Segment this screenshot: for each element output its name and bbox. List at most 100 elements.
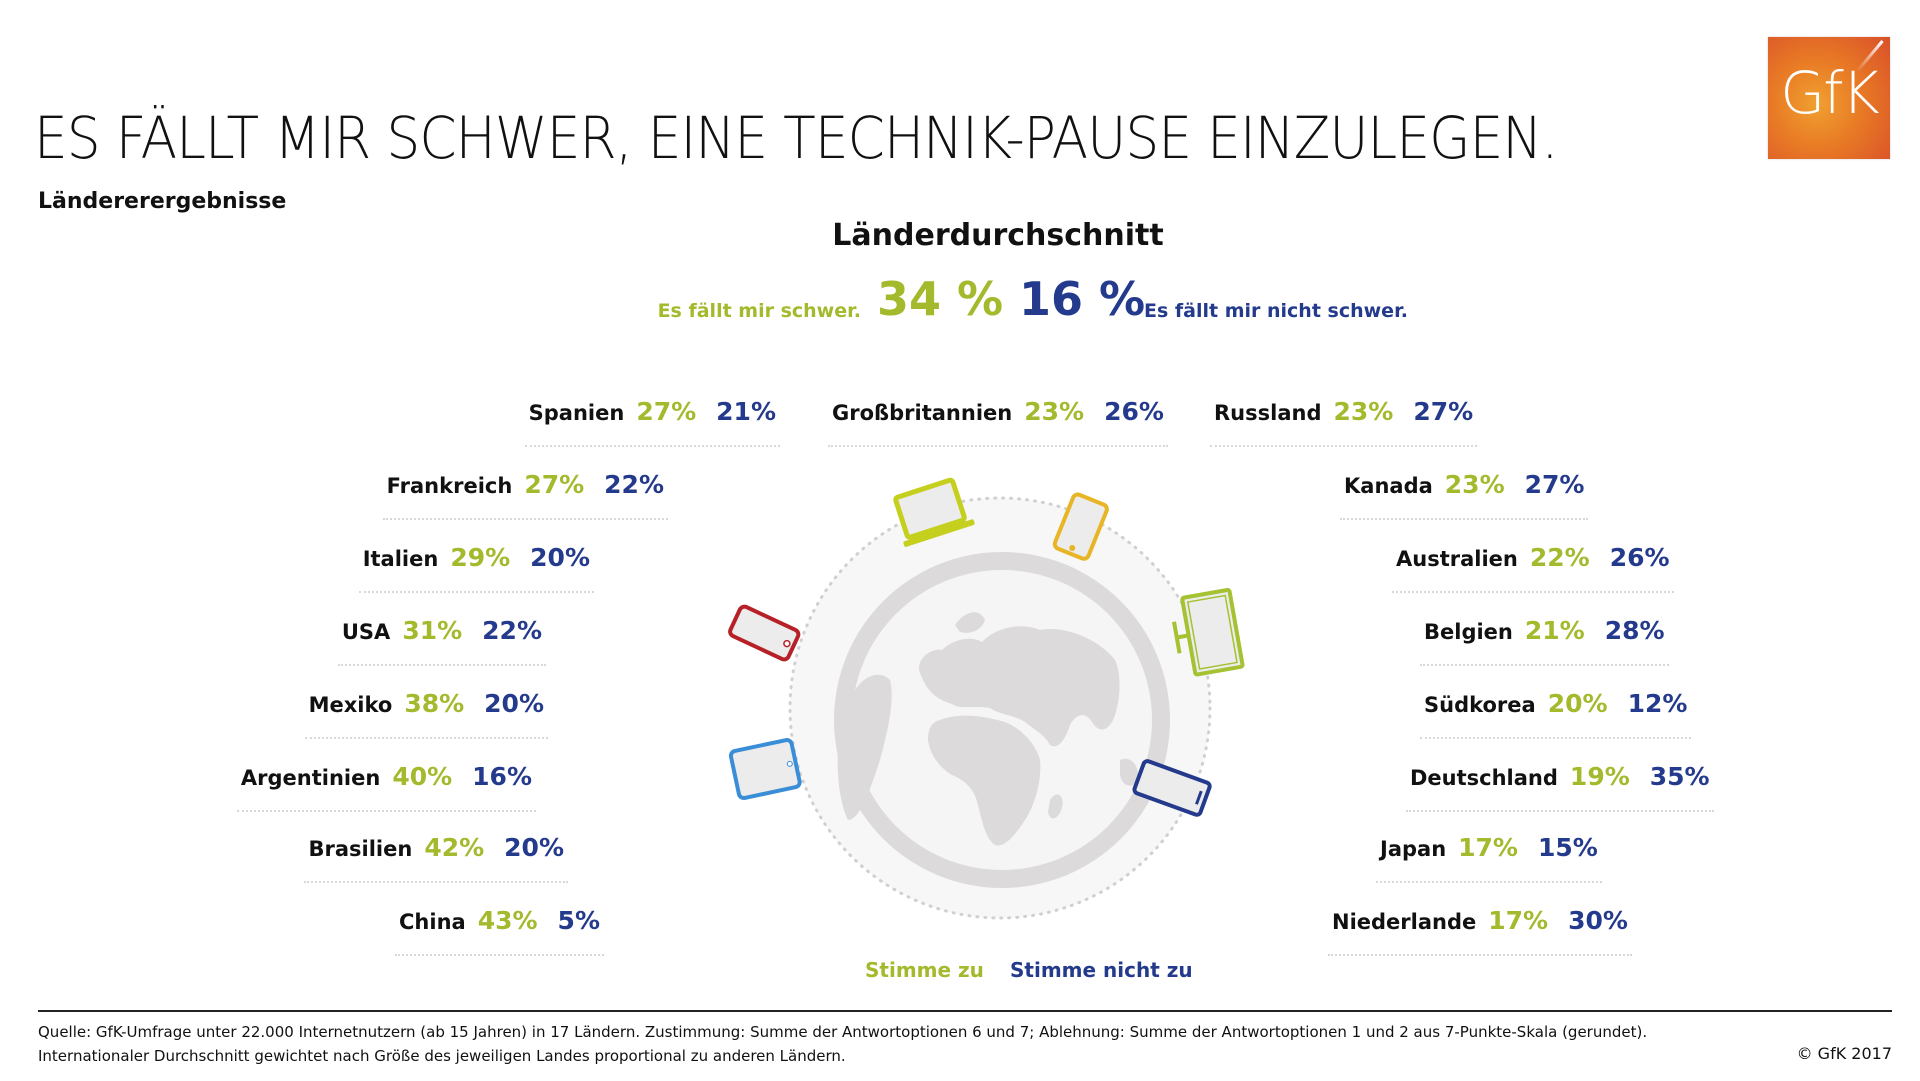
- country-row: Frankreich 27% 22%: [382, 470, 668, 520]
- country-row: Kanada 23% 27%: [1340, 470, 1589, 520]
- country-name: Deutschland: [1410, 766, 1558, 790]
- country-row: Südkorea 20% 12%: [1420, 689, 1692, 739]
- country-name: Niederlande: [1332, 910, 1477, 934]
- disagree-value: 27%: [1524, 470, 1585, 499]
- country-name: Belgien: [1424, 620, 1513, 644]
- country-name: Japan: [1380, 837, 1447, 861]
- continents: [837, 612, 1139, 846]
- disagree-value: 16%: [472, 762, 532, 791]
- footer-source: Quelle: GfK-Umfrage unter 22.000 Interne…: [38, 1020, 1647, 1068]
- country-name: Italien: [362, 547, 439, 571]
- madagascar-shape: [1048, 794, 1063, 819]
- smartphone-icon: [1132, 759, 1212, 817]
- smartphone-icon: [728, 604, 801, 662]
- agree-value: 27%: [636, 397, 697, 426]
- smartphone-icon: [1052, 492, 1109, 561]
- copyright: © GfK 2017: [1796, 1044, 1892, 1063]
- country-name: Frankreich: [386, 474, 513, 498]
- agree-value: 19%: [1569, 762, 1630, 791]
- country-row: Australien 22% 26%: [1392, 543, 1674, 593]
- disagree-value: 26%: [1104, 397, 1164, 426]
- country-row: China 43% 5%: [395, 906, 604, 956]
- country-name: Spanien: [528, 401, 625, 425]
- country-name: Südkorea: [1424, 693, 1536, 717]
- average-disagree-value: 16 %: [1019, 272, 1146, 326]
- country-row: Japan 17% 15%: [1376, 833, 1602, 883]
- country-name: China: [399, 910, 466, 934]
- country-row: USA 31% 22%: [337, 616, 546, 666]
- country-name: Argentinien: [240, 766, 381, 790]
- disagree-value: 12%: [1627, 689, 1688, 718]
- disagree-value: 20%: [530, 543, 590, 572]
- country-name: Brasilien: [308, 837, 413, 861]
- disagree-value: 5%: [557, 906, 600, 935]
- agree-value: 43%: [477, 906, 538, 935]
- country-name: Australien: [1396, 547, 1518, 571]
- country-name: USA: [341, 620, 391, 644]
- disagree-value: 22%: [482, 616, 542, 645]
- agree-value: 17%: [1458, 833, 1518, 862]
- agree-value: 42%: [424, 833, 485, 862]
- country-row: Brasilien 42% 20%: [304, 833, 568, 883]
- country-name: Mexiko: [308, 693, 393, 717]
- average-heading: Länderdurchschnitt: [832, 218, 1164, 253]
- oceania-shape: [1120, 758, 1139, 786]
- country-row: Großbritannien 23% 26%: [828, 397, 1168, 447]
- country-row: Belgien 21% 28%: [1420, 616, 1669, 666]
- agree-value: 23%: [1333, 397, 1394, 426]
- globe-illustration: [720, 460, 1280, 960]
- average-disagree-label: Es fällt mir nicht schwer.: [1144, 300, 1408, 322]
- disagree-value: 21%: [716, 397, 776, 426]
- country-name: Großbritannien: [832, 401, 1013, 425]
- agree-value: 22%: [1529, 543, 1590, 572]
- gfk-logo: GfK: [1768, 37, 1890, 159]
- eurasia-shape: [919, 626, 1120, 747]
- agree-value: 23%: [1024, 397, 1085, 426]
- globe-svg: [728, 477, 1245, 920]
- country-name: Russland: [1214, 401, 1322, 425]
- average-row: Es fällt mir schwer. 34 % 16 % Es fällt …: [0, 272, 1920, 332]
- country-row: Niederlande 17% 30%: [1328, 906, 1632, 956]
- country-row: Mexiko 38% 20%: [304, 689, 548, 739]
- legend-disagree: Stimme nicht zu: [1010, 958, 1193, 982]
- disagree-value: 26%: [1609, 543, 1670, 572]
- agree-value: 29%: [450, 543, 511, 572]
- disagree-value: 20%: [504, 833, 564, 862]
- agree-value: 40%: [392, 762, 453, 791]
- country-row: Argentinien 40% 16%: [236, 762, 536, 812]
- disagree-value: 22%: [604, 470, 664, 499]
- page-title: ES FÄLLT MIR SCHWER, EINE TECHNIK-PAUSE …: [34, 104, 1558, 172]
- country-row: Deutschland 19% 35%: [1406, 762, 1714, 812]
- disagree-value: 30%: [1568, 906, 1628, 935]
- africa-shape: [928, 715, 1041, 846]
- legend-agree: Stimme zu: [865, 958, 984, 982]
- country-row: Italien 29% 20%: [358, 543, 594, 593]
- disagree-value: 15%: [1537, 833, 1598, 862]
- disagree-value: 20%: [484, 689, 544, 718]
- britain-shape: [955, 612, 985, 633]
- agree-value: 27%: [524, 470, 585, 499]
- average-agree-value: 34 %: [877, 272, 1004, 326]
- footer-divider: [38, 1010, 1892, 1012]
- disagree-value: 28%: [1604, 616, 1665, 645]
- logo-text: GfK: [1780, 59, 1879, 127]
- country-name: Kanada: [1344, 474, 1433, 498]
- tablet-icon: [728, 738, 802, 801]
- disagree-value: 27%: [1413, 397, 1474, 426]
- country-row: Spanien 27% 21%: [524, 397, 780, 447]
- agree-value: 21%: [1524, 616, 1585, 645]
- disagree-value: 35%: [1649, 762, 1710, 791]
- average-agree-label: Es fällt mir schwer.: [657, 300, 861, 322]
- americas-shape: [837, 674, 892, 820]
- agree-value: 23%: [1444, 470, 1505, 499]
- agree-value: 38%: [404, 689, 465, 718]
- monitor-icon: [1172, 587, 1245, 677]
- agree-value: 20%: [1547, 689, 1608, 718]
- source-line-2: Internationaler Durchschnitt gewichtet n…: [38, 1047, 846, 1065]
- agree-value: 31%: [402, 616, 463, 645]
- laptop-icon: [893, 477, 975, 547]
- source-line-1: Quelle: GfK-Umfrage unter 22.000 Interne…: [38, 1023, 1648, 1041]
- country-row: Russland 23% 27%: [1210, 397, 1478, 447]
- agree-value: 17%: [1488, 906, 1549, 935]
- page-subtitle: Ländererergebnisse: [38, 189, 287, 214]
